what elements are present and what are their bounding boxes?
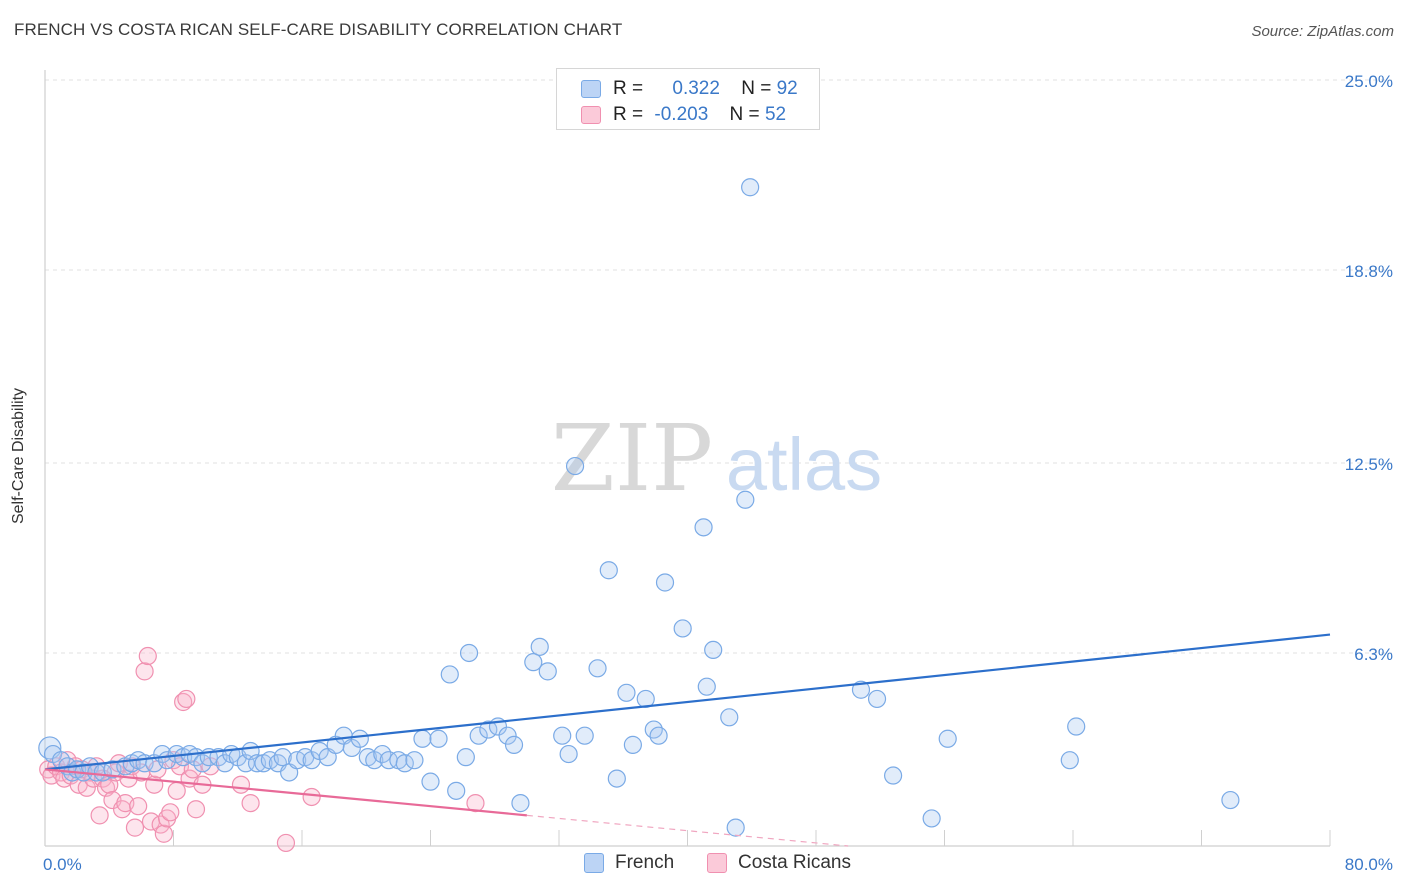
french-point (588, 659, 607, 678)
y-tick-label: 6.3% (1354, 645, 1393, 664)
french-point (922, 809, 941, 828)
french-point (530, 637, 549, 656)
gridlines (45, 79, 1392, 654)
legend-r-value: 0.322 (672, 78, 720, 99)
legend-swatch-french (584, 853, 604, 873)
costa-ricans-point (241, 794, 260, 813)
legend-n-label: N = (729, 104, 760, 125)
costa-ricans-point (167, 781, 186, 800)
french-point (704, 640, 723, 660)
french-point (559, 744, 578, 764)
costa-ricans-point (154, 824, 173, 843)
costa-ricans-point (77, 778, 96, 797)
series-legend: French Costa Ricans (0, 852, 1406, 878)
legend-r-label: R = (613, 78, 644, 99)
french-point (1221, 790, 1240, 810)
source-label: Source: ZipAtlas.com (1251, 23, 1394, 40)
legend-n-label: N = (741, 78, 772, 99)
legend-label-costa-ricans: Costa Ricans (738, 852, 851, 873)
y-tick-label: 25.0% (1345, 72, 1393, 91)
costa-ricans-point (90, 806, 109, 825)
costa-ricans-trend-extension (526, 814, 849, 847)
legend-n-value: 52 (764, 104, 787, 125)
costa-ricans-point (466, 794, 485, 813)
axes (44, 70, 1331, 847)
costa-ricans-point (276, 833, 296, 853)
x-tick-label: 0.0% (43, 855, 82, 874)
correlation-legend: R = 0.322 N = 92 R = -0.203 N = 52 (556, 68, 820, 130)
french-point (456, 748, 475, 767)
french-point (694, 518, 713, 537)
costa-ricans-point (177, 689, 196, 709)
french-trend-line (44, 633, 1331, 771)
french-point (553, 726, 572, 745)
french-point (623, 735, 642, 754)
french-point (697, 677, 716, 696)
chart-title: FRENCH VS COSTA RICAN SELF-CARE DISABILI… (14, 20, 623, 39)
french-point (655, 573, 675, 592)
legend-r-label: R = (613, 104, 644, 125)
french-point (273, 748, 292, 767)
french-point (421, 772, 440, 791)
french-point (741, 178, 760, 197)
french-point (726, 818, 745, 837)
legend-swatch-costa-ricans (581, 106, 601, 124)
french-point (644, 720, 663, 739)
french-point (851, 680, 871, 699)
y-tick-label: 18.8% (1345, 262, 1393, 281)
french-point (617, 683, 636, 702)
french-point (498, 726, 517, 745)
french-point (350, 729, 369, 748)
costa-ricans-point (174, 692, 193, 712)
french-point (599, 561, 618, 580)
french-point (607, 769, 626, 788)
trend-lines (44, 633, 1331, 847)
x-tick-label: 80.0% (1345, 855, 1393, 874)
legend-swatch-french (581, 80, 601, 98)
french-points (38, 178, 1240, 837)
legend-r-value: -0.203 (654, 104, 709, 125)
french-point (736, 490, 755, 509)
french-point (575, 726, 594, 745)
costa-ricans-point (125, 818, 145, 837)
legend-n-value: 92 (776, 78, 798, 99)
watermark: ZIP atlas (551, 405, 882, 512)
french-point (469, 726, 488, 745)
y-axis-label: Self-Care Disability (10, 387, 27, 525)
french-point (565, 456, 585, 476)
french-point (524, 653, 543, 672)
costa-ricans-point (186, 800, 206, 819)
watermark-atlas: atlas (726, 423, 882, 506)
french-point (883, 766, 903, 785)
french-point (538, 662, 557, 681)
tick-labels: 25.0% 18.8% 12.5% 6.3% 0.0% 80.0% (43, 72, 1393, 874)
costa-ricans-point (161, 803, 180, 822)
french-point (673, 619, 692, 638)
french-point (405, 751, 424, 770)
y-tick-label: 12.5% (1345, 455, 1393, 474)
french-point (459, 643, 479, 663)
french-point (867, 689, 887, 709)
costa-ricans-points (39, 646, 485, 853)
french-point (429, 729, 448, 748)
french-point (504, 735, 524, 754)
french-point (1060, 751, 1079, 770)
french-point (447, 781, 466, 800)
french-point (1067, 717, 1086, 736)
french-point (511, 794, 530, 813)
costa-ricans-point (302, 787, 321, 807)
french-point (440, 665, 459, 684)
costa-ricans-point (129, 797, 148, 816)
costa-ricans-point (135, 662, 154, 681)
french-point (413, 729, 432, 748)
french-point (649, 726, 668, 745)
french-point (720, 708, 739, 727)
costa-ricans-trend-line (44, 768, 527, 817)
legend-label-french: French (615, 852, 675, 873)
french-point (938, 729, 957, 748)
legend-swatch-costa-ricans (707, 853, 727, 873)
costa-ricans-point (231, 775, 251, 794)
costa-ricans-point (138, 646, 157, 666)
